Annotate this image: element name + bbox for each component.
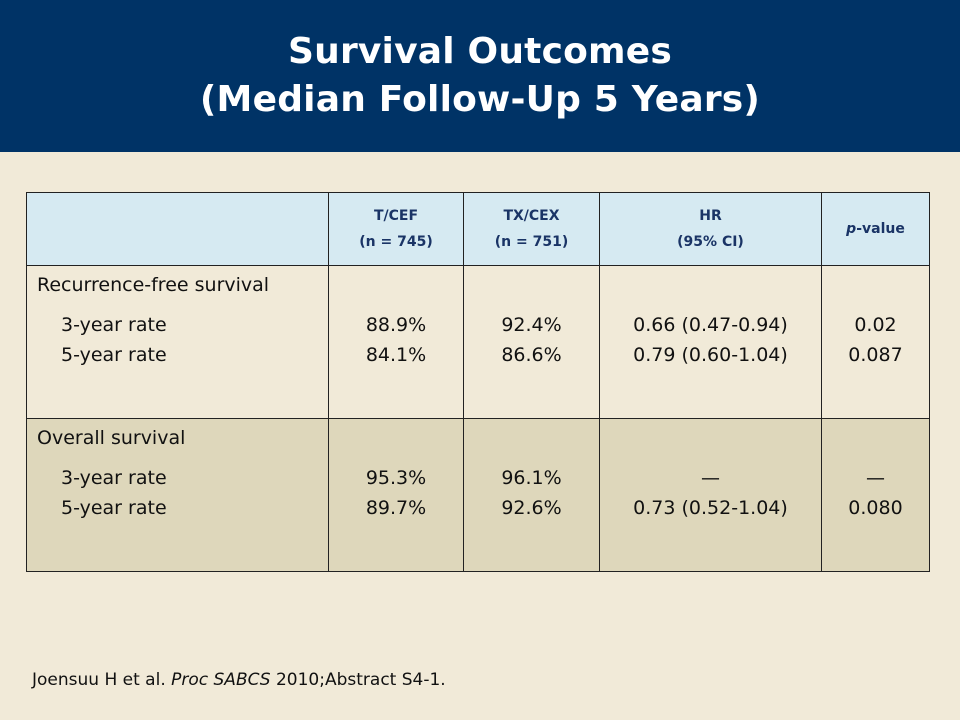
header-tcef: T/CEF (n = 745) [328,192,464,266]
p-value: 0.087 [848,344,903,366]
p-value: — [866,467,885,489]
header-hr-name: HR [699,208,722,224]
header-tcef-name: T/CEF [373,208,419,224]
hr-value: 0.66 (0.47-0.94) [633,314,788,336]
page-title-line-2: (Median Follow-Up 5 Years) [199,79,761,120]
group-overall-survival: Overall survival 3-year rate 5-year rate… [26,418,930,572]
header-empty-cell [26,192,329,266]
tcef-value: 88.9% [365,314,427,336]
page-title-line-1: Survival Outcomes [287,31,673,72]
tcef-value: 95.3% [365,467,427,489]
hr-value: 0.79 (0.60-1.04) [633,344,788,366]
group-title: Overall survival [37,427,186,449]
group-label-cell: Overall survival 3-year rate 5-year rate [26,418,329,572]
row-label: 3-year rate [61,314,167,336]
hr-values-cell: 0.66 (0.47-0.94) 0.79 (0.60-1.04) [599,265,822,419]
txcex-value: 92.4% [501,314,562,336]
citation: Joensuu H et al. Proc SABCS 2010;Abstrac… [32,670,446,690]
txcex-value: 96.1% [501,467,562,489]
pvalue-values-cell: — 0.080 [821,418,930,572]
group-title: Recurrence-free survival [37,274,270,296]
txcex-value: 92.6% [501,497,562,519]
row-label: 5-year rate [61,344,167,366]
group-label-cell: Recurrence-free survival 3-year rate 5-y… [26,265,329,419]
txcex-values-cell: 96.1% 92.6% [463,418,600,572]
header-hr: HR (95% CI) [599,192,822,266]
txcex-values-cell: 92.4% 86.6% [463,265,600,419]
citation-journal: Proc SABCS [171,670,271,690]
header-txcex-name: TX/CEX [503,208,560,224]
citation-details: 2010;Abstract S4-1. [270,670,446,690]
survival-table: T/CEF (n = 745) TX/CEX (n = 751) HR (95%… [26,192,930,572]
hr-values-cell: — 0.73 (0.52-1.04) [599,418,822,572]
header-hr-ci: (95% CI) [677,234,744,250]
row-label: 5-year rate [61,497,167,519]
header-pvalue-p: p [846,221,857,237]
p-value: 0.080 [848,497,903,519]
title-bar: Survival Outcomes (Median Follow-Up 5 Ye… [0,0,960,152]
hr-value: 0.73 (0.52-1.04) [633,497,788,519]
header-txcex: TX/CEX (n = 751) [463,192,600,266]
row-label: 3-year rate [61,467,167,489]
tcef-value: 89.7% [365,497,427,519]
tcef-values-cell: 88.9% 84.1% [328,265,464,419]
hr-value: — [701,467,720,489]
header-pvalue: p-value [821,192,930,266]
pvalue-values-cell: 0.02 0.087 [821,265,930,419]
txcex-value: 86.6% [501,344,562,366]
group-recurrence-free-survival: Recurrence-free survival 3-year rate 5-y… [26,265,930,419]
tcef-value: 84.1% [365,344,427,366]
header-tcef-n: (n = 745) [359,234,433,250]
tcef-values-cell: 95.3% 89.7% [328,418,464,572]
header-row: T/CEF (n = 745) TX/CEX (n = 751) HR (95%… [26,192,930,266]
citation-authors: Joensuu H et al. [32,670,172,690]
p-value: 0.02 [854,314,897,336]
header-txcex-n: (n = 751) [494,234,569,250]
header-pvalue-suffix: -value [856,221,905,237]
